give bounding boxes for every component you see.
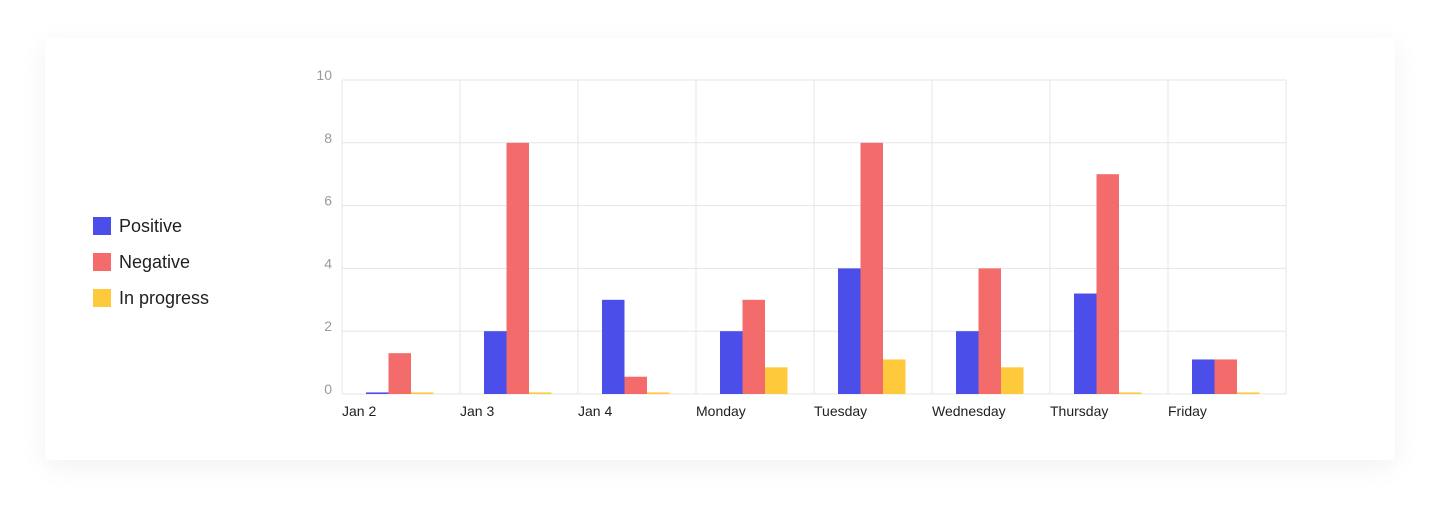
bar-positive-friday[interactable]: [1192, 359, 1215, 394]
bar-in-progress-jan-2[interactable]: [411, 392, 434, 394]
y-tick-label-4: 4: [324, 255, 332, 271]
bar-in-progress-jan-3[interactable]: [529, 392, 552, 394]
y-tick-label-2: 2: [324, 318, 332, 334]
bar-positive-jan-3[interactable]: [484, 331, 507, 394]
bar-positive-jan-4[interactable]: [602, 299, 625, 394]
legend-item-in-progress[interactable]: In progress: [93, 280, 209, 316]
legend-item-negative[interactable]: Negative: [93, 244, 209, 280]
bar-positive-tuesday[interactable]: [838, 268, 861, 394]
bar-negative-friday[interactable]: [1214, 359, 1238, 394]
x-tick-label-jan-3: Jan 3: [460, 403, 494, 419]
chart-legend: Positive Negative In progress: [93, 208, 209, 316]
bar-positive-wednesday[interactable]: [956, 331, 979, 394]
y-tick-label-0: 0: [324, 381, 332, 397]
x-tick-label-thursday: Thursday: [1050, 403, 1108, 419]
bar-in-progress-jan-4[interactable]: [647, 392, 670, 394]
x-tick-label-jan-2: Jan 2: [342, 403, 376, 419]
legend-label-negative: Negative: [119, 251, 191, 272]
bar-negative-monday[interactable]: [742, 299, 766, 394]
bar-negative-tuesday[interactable]: [860, 142, 884, 394]
bar-negative-jan-4[interactable]: [624, 376, 648, 394]
x-tick-label-friday: Friday: [1168, 403, 1207, 419]
y-tick-label-8: 8: [324, 130, 332, 146]
y-tick-label-10: 10: [316, 67, 332, 83]
bar-negative-wednesday[interactable]: [978, 268, 1002, 394]
legend-item-positive[interactable]: Positive: [93, 208, 209, 244]
bar-positive-jan-2[interactable]: [366, 392, 389, 394]
bar-in-progress-monday[interactable]: [765, 367, 788, 394]
legend-swatch-positive: [93, 217, 111, 235]
x-tick-label-monday: Monday: [696, 403, 746, 419]
legend-label-in-progress: In progress: [119, 287, 210, 308]
legend-label-positive: Positive: [119, 215, 183, 236]
bar-in-progress-wednesday[interactable]: [1001, 367, 1024, 394]
x-tick-label-jan-4: Jan 4: [578, 403, 612, 419]
x-tick-label-tuesday: Tuesday: [814, 403, 867, 419]
bar-in-progress-friday[interactable]: [1237, 392, 1260, 394]
legend-swatch-negative: [93, 253, 111, 271]
bar-positive-thursday[interactable]: [1074, 293, 1097, 394]
y-tick-label-6: 6: [324, 193, 332, 209]
bar-positive-monday[interactable]: [720, 331, 743, 394]
bar-in-progress-thursday[interactable]: [1119, 392, 1142, 394]
bar-negative-thursday[interactable]: [1096, 174, 1120, 394]
x-tick-label-wednesday: Wednesday: [932, 403, 1006, 419]
bar-negative-jan-2[interactable]: [388, 353, 412, 394]
legend-swatch-in-progress: [93, 289, 111, 307]
bar-in-progress-tuesday[interactable]: [883, 359, 906, 394]
bar-negative-jan-3[interactable]: [506, 142, 530, 394]
